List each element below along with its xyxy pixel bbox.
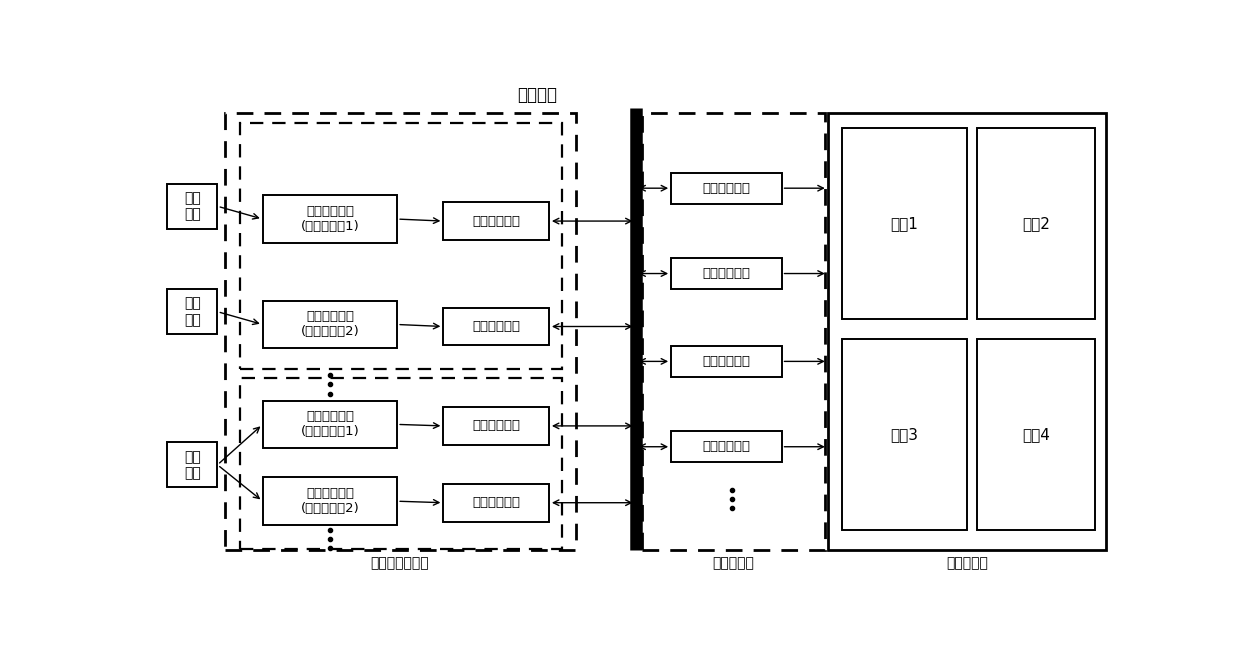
Text: 子屏1: 子屏1 — [890, 216, 919, 231]
Text: 数字视频采集
(编码子系统2): 数字视频采集 (编码子系统2) — [300, 310, 360, 338]
Text: 网络视频采集
(解码子系统1): 网络视频采集 (解码子系统1) — [300, 410, 360, 438]
Text: 屏幕拼接显示: 屏幕拼接显示 — [702, 182, 750, 195]
Text: 数字
视频: 数字 视频 — [184, 297, 201, 327]
Text: 屏幕拼接显示: 屏幕拼接显示 — [702, 440, 750, 453]
Text: 视频采集子系统: 视频采集子系统 — [371, 556, 429, 570]
Bar — [642, 113, 825, 550]
Text: 子屏3: 子屏3 — [890, 427, 919, 442]
Bar — [977, 128, 1095, 319]
Text: 模拟
视频: 模拟 视频 — [184, 191, 201, 222]
Text: 屏幕拼接显示: 屏幕拼接显示 — [702, 355, 750, 368]
Text: 网络视频采集
(解码子系统2): 网络视频采集 (解码子系统2) — [300, 487, 360, 515]
Bar — [842, 339, 967, 530]
Bar — [167, 184, 217, 229]
Bar — [444, 308, 549, 346]
Bar — [828, 113, 1106, 550]
Bar — [671, 431, 781, 462]
Bar — [263, 477, 397, 525]
Text: 网络
码流: 网络 码流 — [184, 450, 201, 480]
Text: 子屏2: 子屏2 — [1022, 216, 1050, 231]
Bar — [671, 258, 781, 289]
Bar — [842, 128, 967, 319]
Bar — [263, 195, 397, 243]
Bar — [444, 484, 549, 522]
Bar — [977, 339, 1095, 530]
Bar — [444, 202, 549, 240]
Text: 屏幕切割传输: 屏幕切割传输 — [472, 320, 520, 333]
Bar — [671, 173, 781, 203]
Bar — [167, 289, 217, 334]
Text: 屏幕切割传输: 屏幕切割传输 — [472, 419, 520, 432]
Text: 传输总线: 传输总线 — [517, 86, 558, 104]
Text: 屏幕切割传输: 屏幕切割传输 — [472, 496, 520, 509]
Text: 模拟视频采集
(编码子系统1): 模拟视频采集 (编码子系统1) — [300, 205, 360, 233]
Bar — [226, 113, 575, 550]
Text: 屏幕切割传输: 屏幕切割传输 — [472, 215, 520, 228]
Bar — [263, 301, 397, 348]
Text: 拼接显示墙: 拼接显示墙 — [946, 556, 988, 570]
Text: 屏幕拼接显示: 屏幕拼接显示 — [702, 267, 750, 280]
Bar — [263, 400, 397, 448]
Bar — [239, 123, 562, 370]
Bar — [444, 407, 549, 445]
Bar — [239, 378, 562, 548]
Bar — [671, 346, 781, 377]
Text: 子屏4: 子屏4 — [1022, 427, 1050, 442]
Text: 拼接子系统: 拼接子系统 — [713, 556, 754, 570]
Bar — [167, 442, 217, 488]
